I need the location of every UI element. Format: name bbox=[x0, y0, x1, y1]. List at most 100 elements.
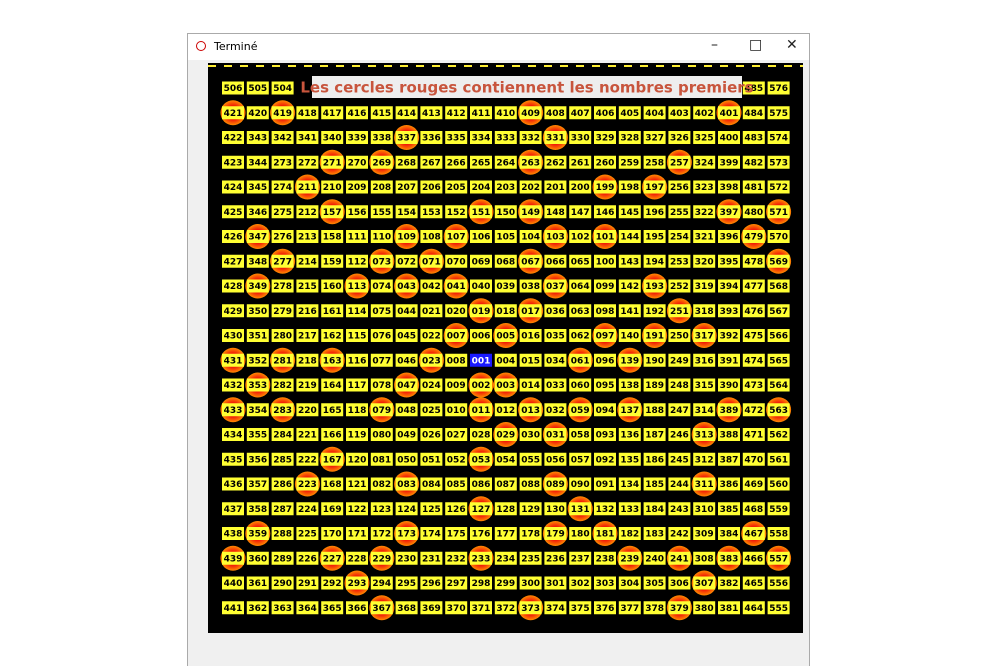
cell-number: 299 bbox=[496, 579, 515, 589]
cell-number: 286 bbox=[273, 480, 292, 490]
cell-box bbox=[718, 452, 740, 466]
cell-box bbox=[420, 378, 443, 392]
cell-number: 557 bbox=[769, 554, 788, 564]
cell-number: 206 bbox=[422, 183, 441, 193]
cell-box bbox=[370, 131, 393, 144]
cell-number: 098 bbox=[596, 307, 615, 317]
cell-box bbox=[643, 576, 666, 590]
cell-box bbox=[445, 403, 468, 417]
cell-number: 321 bbox=[695, 233, 714, 243]
cell-box bbox=[494, 230, 517, 243]
cell-box bbox=[742, 106, 765, 120]
cell-box bbox=[494, 131, 517, 144]
cell-number: 122 bbox=[348, 505, 367, 515]
cell-number: 268 bbox=[397, 158, 416, 168]
cell-box bbox=[420, 551, 443, 565]
cell-number: 558 bbox=[769, 530, 788, 540]
cell-number: 175 bbox=[447, 530, 466, 540]
cell-number: 560 bbox=[769, 480, 788, 490]
cell-number: 425 bbox=[224, 208, 243, 218]
cell-number: 190 bbox=[645, 356, 664, 366]
cell-number: 347 bbox=[248, 233, 267, 243]
cell-box bbox=[296, 106, 319, 120]
cell-number: 185 bbox=[645, 480, 664, 490]
cell-number: 363 bbox=[273, 604, 292, 614]
cell-box bbox=[420, 106, 443, 120]
cell-number: 195 bbox=[645, 233, 664, 243]
maximize-button[interactable]: □ bbox=[749, 37, 763, 53]
cell-box bbox=[594, 378, 616, 392]
cell-number: 228 bbox=[348, 554, 367, 564]
cell-number: 379 bbox=[670, 604, 689, 614]
cell-number: 476 bbox=[744, 307, 763, 317]
cell-number: 472 bbox=[744, 406, 763, 416]
cell-box bbox=[246, 502, 269, 516]
cell-box bbox=[519, 106, 542, 120]
cell-number: 244 bbox=[670, 480, 689, 490]
cell-number: 232 bbox=[447, 554, 466, 564]
cell-box bbox=[445, 230, 468, 243]
cell-box bbox=[246, 106, 269, 120]
cell-box bbox=[693, 601, 716, 615]
cell-number: 345 bbox=[248, 183, 267, 193]
cell-box bbox=[246, 601, 269, 615]
cell-box bbox=[470, 477, 492, 491]
close-button[interactable]: ✕ bbox=[786, 37, 798, 53]
cell-box bbox=[544, 378, 567, 392]
cell-box bbox=[321, 477, 344, 491]
cell-box bbox=[420, 230, 443, 243]
cell-number: 061 bbox=[571, 356, 590, 366]
cell-box bbox=[370, 502, 393, 516]
cell-box bbox=[569, 155, 592, 169]
cell-number: 028 bbox=[472, 431, 491, 441]
cell-number: 022 bbox=[422, 332, 441, 342]
cell-box bbox=[693, 428, 716, 441]
cell-box bbox=[346, 205, 368, 219]
window-title: Terminé bbox=[214, 40, 258, 53]
cell-box bbox=[742, 254, 765, 268]
cell-box bbox=[668, 551, 691, 565]
minimize-button[interactable]: – bbox=[711, 37, 718, 53]
cell-number: 292 bbox=[323, 579, 342, 589]
cell-number: 270 bbox=[348, 158, 367, 168]
cell-number: 479 bbox=[744, 233, 763, 243]
cell-number: 045 bbox=[397, 332, 416, 342]
cell-number: 154 bbox=[397, 208, 416, 218]
cell-box bbox=[470, 304, 492, 318]
cell-box bbox=[246, 180, 269, 194]
cell-number: 030 bbox=[521, 431, 540, 441]
cell-number: 573 bbox=[769, 158, 788, 168]
cell-number: 267 bbox=[422, 158, 441, 168]
cell-box bbox=[569, 601, 592, 615]
cell-box bbox=[668, 205, 691, 219]
cell-number: 313 bbox=[695, 431, 714, 441]
cell-box bbox=[569, 576, 592, 590]
cell-box bbox=[668, 155, 691, 169]
cell-number: 092 bbox=[596, 455, 615, 465]
cell-box bbox=[693, 576, 716, 590]
cell-box bbox=[718, 329, 740, 342]
cell-number: 126 bbox=[447, 505, 466, 515]
cell-box bbox=[618, 155, 641, 169]
cell-box bbox=[767, 81, 790, 95]
cell-number: 123 bbox=[372, 505, 391, 515]
cell-box bbox=[445, 106, 468, 120]
cell-number: 260 bbox=[596, 158, 615, 168]
cell-box bbox=[420, 428, 443, 441]
cell-box bbox=[346, 329, 368, 342]
cell-number: 316 bbox=[695, 356, 714, 366]
cell-number: 287 bbox=[273, 505, 292, 515]
cell-number: 471 bbox=[744, 431, 763, 441]
cell-box bbox=[395, 403, 418, 417]
cell-box bbox=[519, 428, 542, 441]
cell-number: 224 bbox=[298, 505, 317, 515]
cell-box bbox=[420, 527, 443, 540]
cell-box bbox=[718, 551, 740, 565]
cell-box bbox=[222, 452, 244, 466]
cell-box bbox=[618, 551, 641, 565]
cell-number: 559 bbox=[769, 505, 788, 515]
cell-number: 108 bbox=[422, 233, 441, 243]
cell-number: 158 bbox=[323, 233, 342, 243]
cell-box bbox=[569, 428, 592, 441]
cell-number: 362 bbox=[248, 604, 267, 614]
